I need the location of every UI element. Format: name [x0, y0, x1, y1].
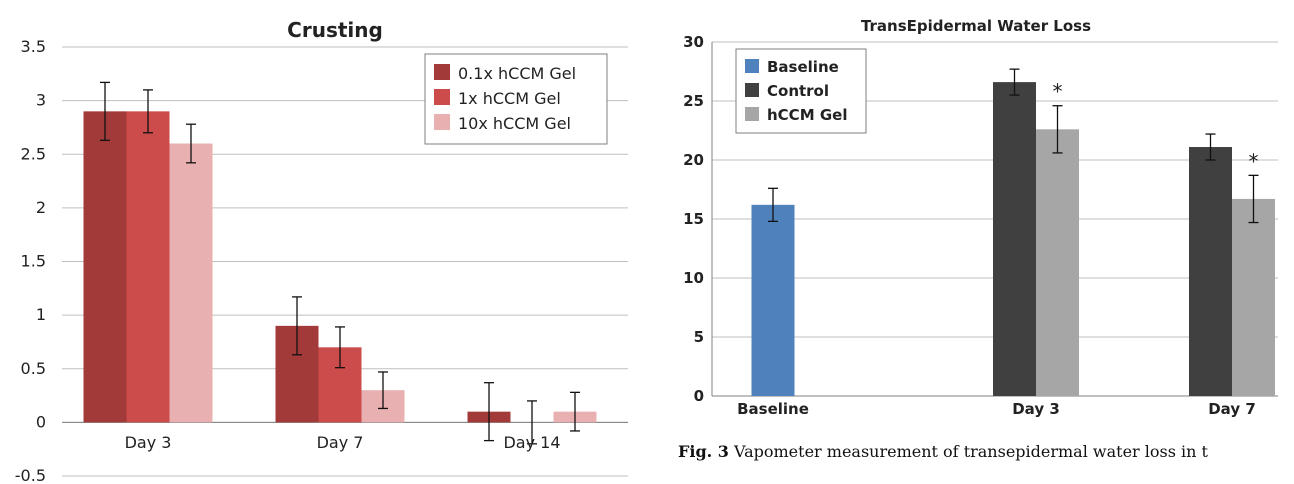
error-bar	[292, 296, 302, 356]
bar	[1036, 129, 1079, 396]
figure-caption: Fig. 3 Vapometer measurement of transepi…	[678, 442, 1294, 461]
legend: 0.1x hCCM Gel 1x hCCM Gel 10x hCCM Gel	[424, 53, 608, 145]
chart-title: TransEpidermal Water Loss	[861, 17, 1091, 35]
error-bar	[335, 326, 345, 369]
error-bar	[484, 382, 494, 442]
y-tick-label: 0.5	[21, 359, 46, 378]
y-tick-label: 3.5	[21, 37, 46, 56]
legend-swatch	[745, 107, 759, 121]
significance-marker: *	[1249, 149, 1259, 173]
error-bar	[100, 81, 110, 141]
x-tick-labels: Day 3 Day 7 Day 14	[125, 433, 561, 452]
y-tick-label: -0.5	[15, 466, 46, 484]
error-bars	[768, 68, 1259, 224]
y-tick-label: 0	[694, 387, 704, 405]
bar	[751, 204, 795, 396]
bar	[83, 111, 127, 423]
caption-text: Vapometer measurement of transepidermal …	[734, 442, 1208, 461]
x-tick-label: Day 7	[1208, 400, 1256, 418]
y-tick-label: 2	[36, 198, 46, 217]
legend-label: Control	[767, 82, 829, 100]
y-tick-label: 1.5	[21, 252, 46, 271]
legend-label: 10x hCCM Gel	[458, 114, 571, 133]
x-tick-label: Day 7	[317, 433, 364, 452]
y-tick-label: 1	[36, 305, 46, 324]
legend-label: 0.1x hCCM Gel	[458, 64, 576, 83]
legend-swatch	[745, 59, 759, 73]
significance-marker: *	[1053, 80, 1063, 104]
y-tick-labels: 3.5 3 2.5 2 1.5 1 0.5 0 -0.5	[15, 37, 46, 484]
error-bar	[527, 400, 537, 445]
legend-box	[424, 53, 608, 145]
legend-swatch	[745, 83, 759, 97]
error-bar	[1009, 68, 1020, 96]
y-tick-label: 10	[683, 269, 704, 287]
bar	[169, 143, 213, 423]
chart-title: Crusting	[287, 18, 383, 42]
error-bars	[100, 81, 580, 445]
y-tick-label: 2.5	[21, 144, 46, 163]
legend-swatch	[434, 64, 450, 80]
x-tick-label: Day 3	[125, 433, 172, 452]
y-tick-label: 20	[683, 151, 704, 169]
crusting-chart: Crusting 3.5 3 2.5 2 1.5 1 0.5 0 -0.5 Day 3 Day 7…	[15, 18, 628, 484]
bar	[1189, 147, 1232, 396]
error-bar	[1205, 133, 1216, 161]
caption-figure-label: Fig. 3	[678, 442, 729, 461]
y-tick-labels: 30 25 20 15 10 5 0	[683, 33, 704, 405]
y-tick-label: 5	[694, 328, 704, 346]
legend-label: Baseline	[767, 58, 839, 76]
bar	[993, 82, 1036, 397]
water-loss-chart: TransEpidermal Water Loss 30 25 20 15 10 5 0 B…	[683, 17, 1278, 418]
bars	[751, 82, 1275, 397]
x-tick-label: Day 14	[503, 433, 560, 452]
bar	[126, 111, 170, 423]
error-bar	[1052, 105, 1063, 154]
legend-label: hCCM Gel	[767, 106, 847, 124]
legend-label: 1x hCCM Gel	[458, 89, 561, 108]
bar	[1232, 198, 1275, 396]
x-tick-labels: Baseline Day 3 Day 7	[737, 400, 1256, 418]
y-tick-label: 0	[36, 412, 46, 431]
error-bar	[186, 123, 196, 164]
annotations: **	[1053, 80, 1259, 174]
y-tick-label: 30	[683, 33, 704, 51]
error-bar	[378, 371, 388, 410]
legend-swatch	[434, 89, 450, 105]
legend-swatch	[434, 114, 450, 130]
error-bar	[570, 391, 580, 432]
legend: Baseline Control hCCM Gel	[735, 48, 867, 134]
error-bar	[143, 89, 153, 134]
bars	[83, 111, 597, 423]
y-tick-label: 3	[36, 91, 46, 110]
y-tick-label: 15	[683, 210, 704, 228]
error-bar	[768, 187, 778, 223]
x-tick-label: Day 3	[1012, 400, 1060, 418]
x-tick-label: Baseline	[737, 400, 809, 418]
y-tick-label: 25	[683, 92, 704, 110]
error-bar	[1248, 174, 1259, 224]
